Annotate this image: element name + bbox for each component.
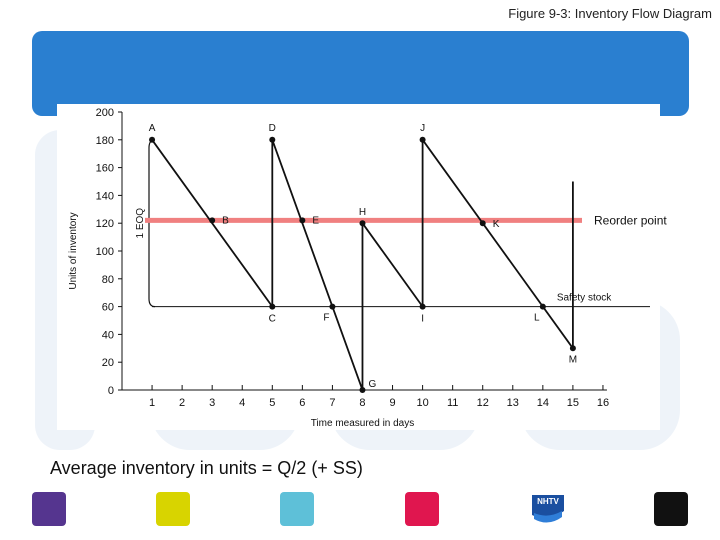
header-bar [32,31,689,116]
y-tick-label: 20 [102,357,114,369]
point-c [269,303,276,310]
figure-title: Figure 9-3: Inventory Flow Diagram [508,6,712,21]
point-label-g: G [368,379,376,390]
point-label-e: E [312,215,319,226]
point-e [299,217,306,224]
point-d [269,136,276,143]
logo-text: NHTV [537,497,559,506]
x-tick-label: 10 [416,397,428,409]
cyan-square [280,492,314,526]
x-tick-label: 3 [209,397,215,409]
x-tick-label: 1 [149,397,155,409]
chart-panel [57,104,660,430]
x-tick-label: 15 [567,397,579,409]
x-tick-label: 6 [299,397,305,409]
x-tick-label: 11 [447,397,458,409]
point-label-l: L [534,313,540,324]
x-tick-label: 7 [329,397,335,409]
point-i [419,303,426,310]
point-label-c: C [269,314,276,325]
x-tick-label: 4 [239,397,245,409]
y-tick-label: 40 [102,329,114,341]
average-inventory-caption: Average inventory in units = Q/2 (+ SS) [50,458,363,478]
point-label-f: F [323,313,329,324]
eoq-label: 1 EOQ [135,208,146,239]
x-tick-label: 14 [537,397,549,409]
y-tick-label: 140 [96,190,114,202]
nhtv-logo: NHTV [532,495,564,523]
red-square [405,492,439,526]
x-tick-label: 16 [597,397,609,409]
yellow-square [156,492,190,526]
x-tick-label: 13 [507,397,519,409]
y-tick-label: 160 [96,163,114,175]
reorder-point-label: Reorder point [594,213,667,227]
point-g [359,387,366,393]
y-tick-label: 60 [102,302,114,314]
point-label-b: B [222,215,229,226]
y-tick-label: 200 [96,107,114,119]
point-b [209,217,216,224]
point-label-d: D [269,123,276,134]
y-axis-title: Units of inventory [68,212,79,289]
safety-stock-label: Safety stock [557,293,612,304]
y-tick-label: 100 [96,246,114,258]
y-tick-label: 120 [96,218,114,230]
purple-square [32,492,66,526]
point-label-i: I [421,314,424,325]
point-label-j: J [420,123,425,134]
x-tick-label: 9 [389,397,395,409]
x-tick-label: 5 [269,397,275,409]
x-axis-title: Time measured in days [311,418,415,429]
y-tick-label: 80 [102,274,114,286]
point-k [479,220,486,227]
eoq-bracket [148,139,156,308]
point-l [539,303,546,310]
inventory-path [151,137,574,391]
point-label-k: K [493,219,500,230]
point-label-a: A [149,123,156,134]
point-f [329,303,336,310]
point-a [149,136,156,143]
black-square [654,492,688,526]
point-m [569,345,576,352]
x-tick-label: 2 [179,397,185,409]
point-h [359,220,366,227]
y-tick-label: 180 [96,135,114,147]
point-label-m: M [569,354,577,365]
point-label-h: H [359,207,366,218]
x-tick-label: 12 [477,397,489,409]
x-tick-label: 8 [359,397,365,409]
point-j [419,136,426,143]
y-tick-label: 0 [108,385,114,397]
